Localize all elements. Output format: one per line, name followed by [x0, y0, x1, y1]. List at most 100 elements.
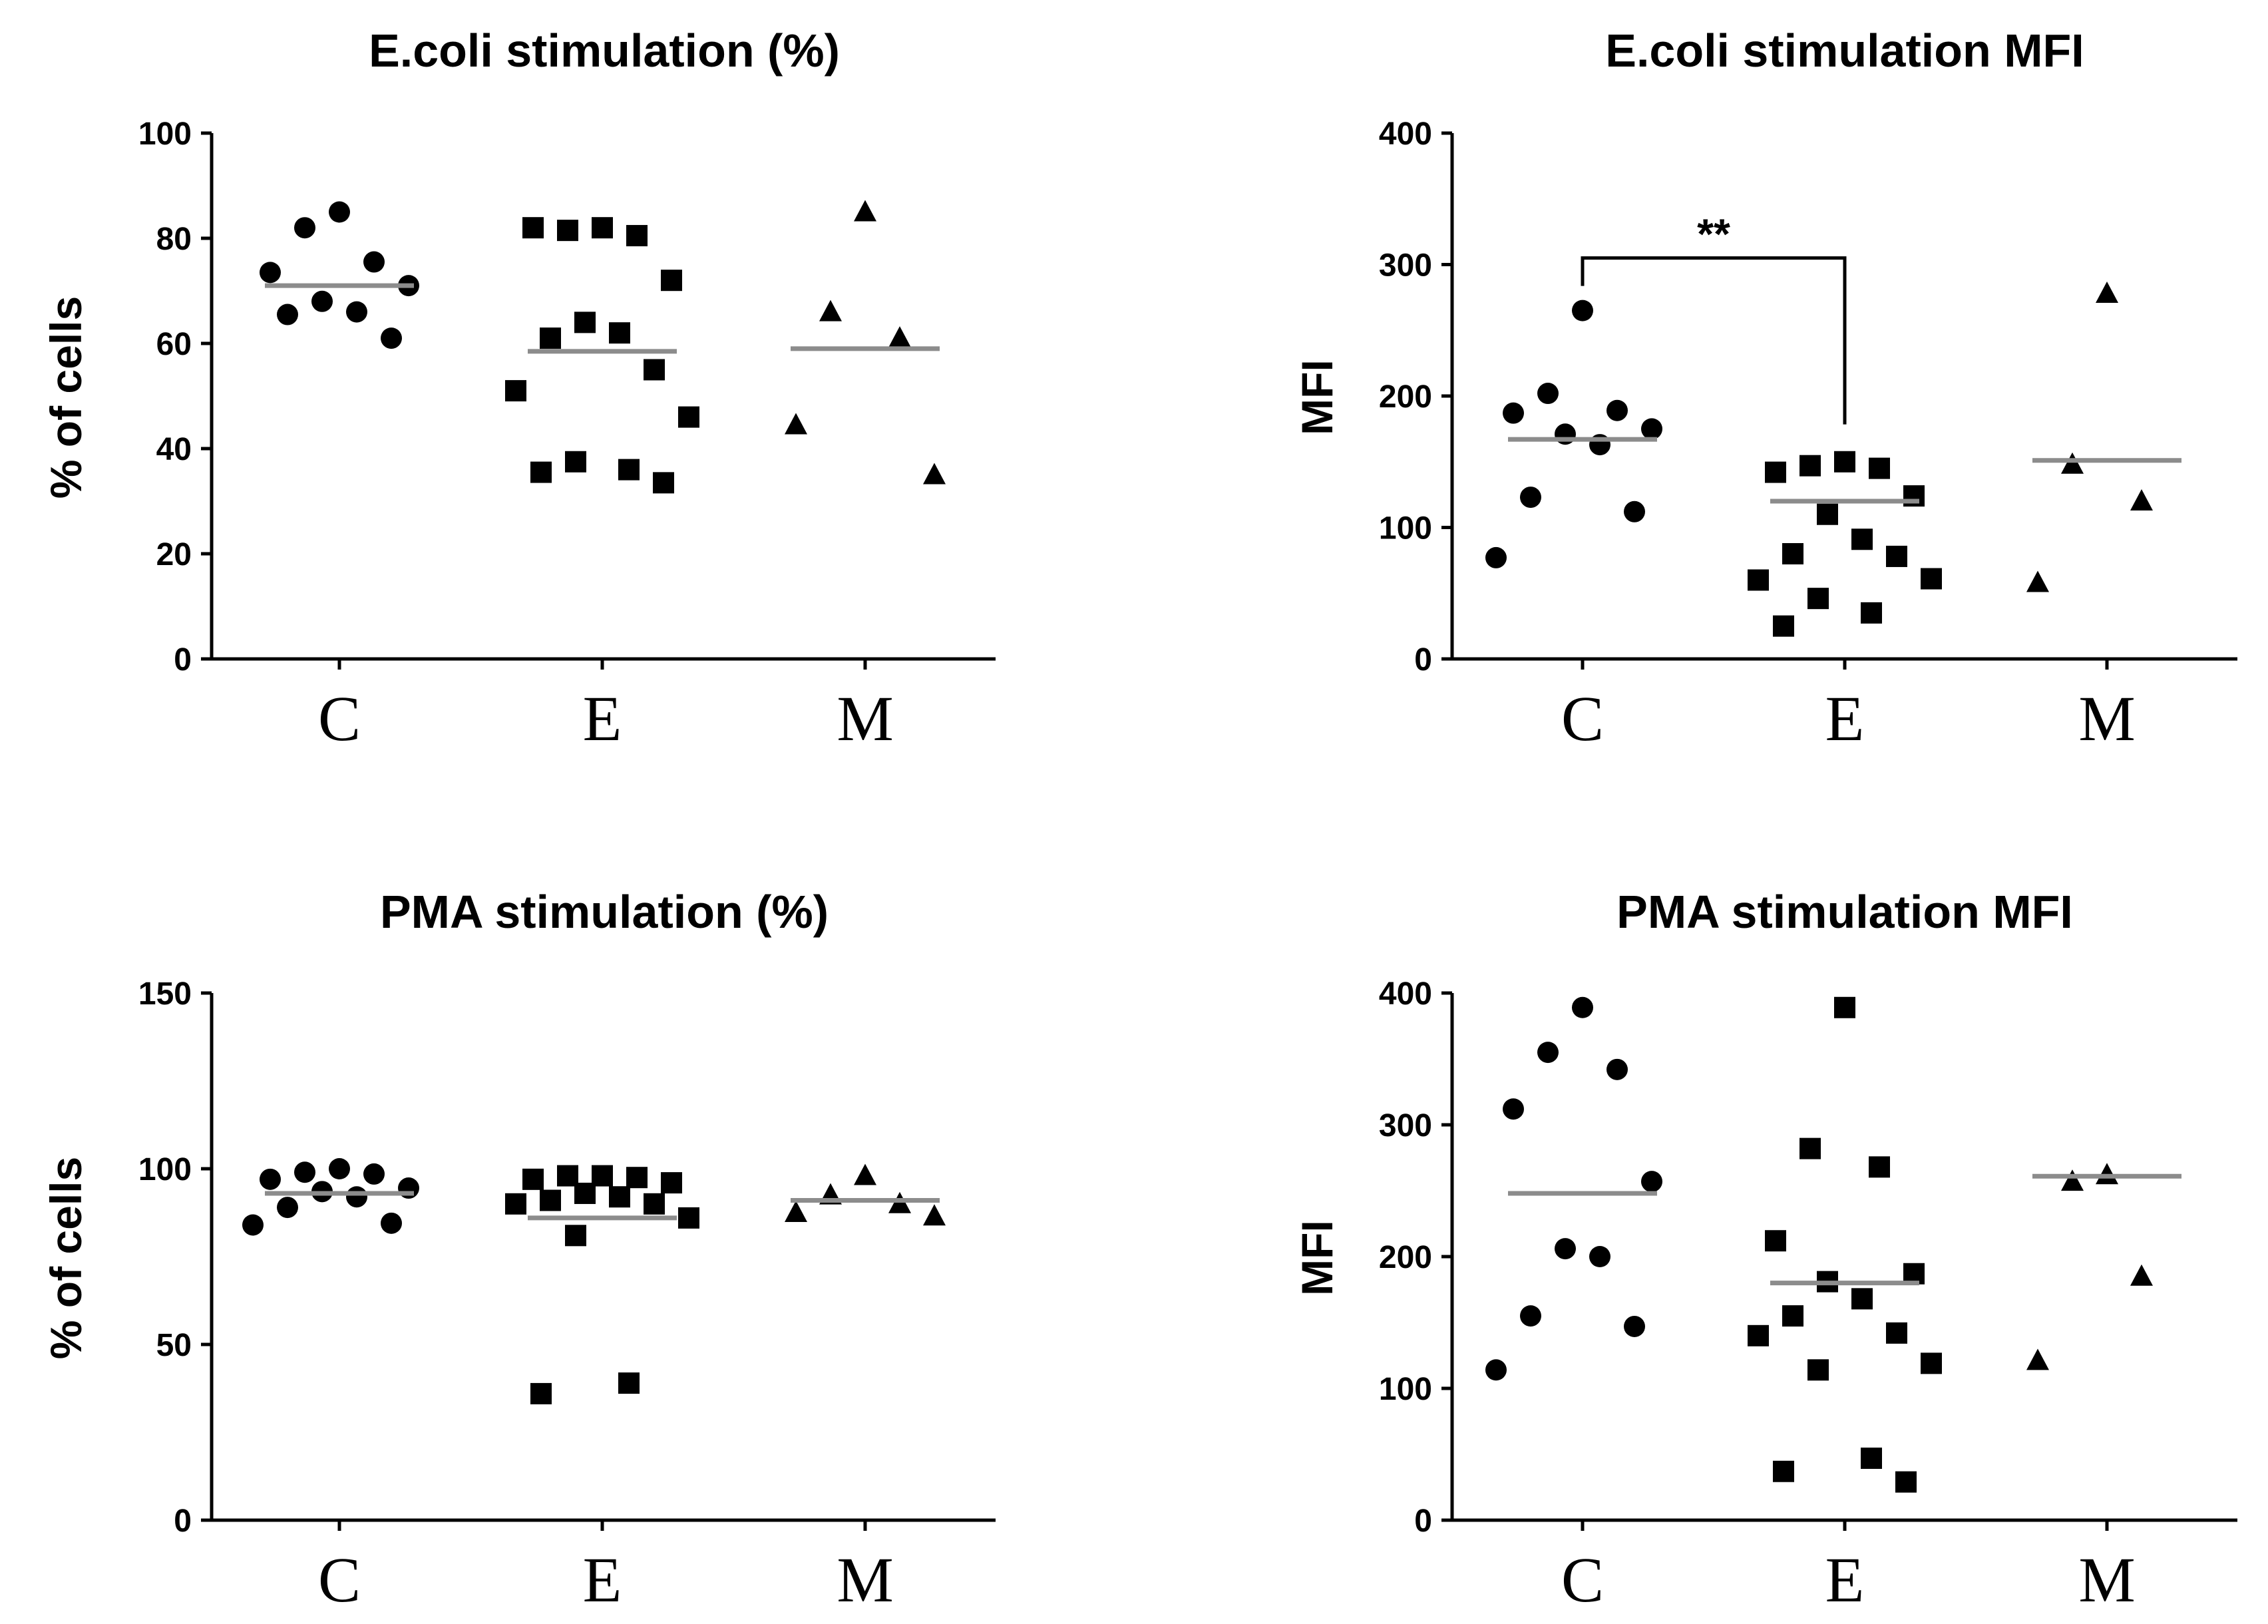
- y-tick-label: 0: [1414, 1504, 1432, 1539]
- y-tick-label: 400: [1379, 976, 1432, 1012]
- data-point-c: [1572, 300, 1593, 321]
- data-point-e: [1748, 1324, 1769, 1346]
- data-point-e: [661, 270, 682, 292]
- data-point-e: [1895, 1471, 1917, 1493]
- x-tick-label: E: [1825, 1544, 1865, 1615]
- data-point-m: [2026, 1348, 2049, 1370]
- data-point-m: [923, 1204, 946, 1226]
- y-tick-label: 300: [1379, 248, 1432, 284]
- data-point-e: [1861, 1447, 1882, 1469]
- data-point-e: [609, 1186, 630, 1208]
- x-tick-label: C: [318, 683, 361, 754]
- data-point-e: [1765, 461, 1786, 483]
- data-point-e: [1921, 568, 1942, 590]
- data-point-c: [1520, 487, 1541, 508]
- y-tick-label: 100: [1379, 511, 1432, 546]
- chart-title: PMA stimulation MFI: [1616, 886, 2073, 938]
- data-point-c: [242, 1214, 264, 1236]
- data-point-e: [540, 327, 561, 349]
- y-tick-label: 300: [1379, 1108, 1432, 1143]
- x-tick-label: E: [583, 1544, 622, 1615]
- data-point-c: [260, 262, 281, 284]
- y-tick-label: 60: [156, 327, 192, 362]
- data-point-c: [363, 251, 385, 273]
- data-point-e: [653, 472, 674, 494]
- data-point-c: [1485, 1359, 1507, 1381]
- data-point-c: [1520, 1305, 1541, 1327]
- data-point-c: [260, 1168, 281, 1190]
- data-point-e: [1834, 451, 1855, 473]
- data-point-e: [1782, 1305, 1803, 1327]
- data-point-e: [678, 406, 699, 428]
- data-point-e: [1851, 1288, 1873, 1310]
- data-point-e: [1748, 569, 1769, 591]
- data-point-e: [1869, 457, 1890, 479]
- data-point-e: [505, 380, 526, 402]
- data-point-c: [329, 201, 350, 223]
- data-point-m: [2061, 452, 2084, 474]
- data-point-e: [505, 1193, 526, 1215]
- y-tick-label: 0: [1414, 642, 1432, 678]
- y-axis-label: MFI: [1292, 359, 1342, 435]
- data-point-c: [1503, 1098, 1524, 1120]
- x-tick-label: C: [1561, 683, 1604, 754]
- y-tick-label: 80: [156, 222, 192, 257]
- y-tick-label: 100: [1379, 1372, 1432, 1407]
- data-point-m: [785, 413, 807, 435]
- data-point-c: [1555, 1238, 1576, 1260]
- data-point-c: [294, 1161, 315, 1183]
- data-point-e: [678, 1207, 699, 1229]
- data-point-c: [346, 301, 367, 323]
- data-point-c: [346, 1186, 367, 1208]
- data-point-e: [592, 217, 613, 239]
- data-point-e: [1851, 528, 1873, 550]
- data-point-c: [1624, 1315, 1645, 1337]
- data-point-c: [1624, 501, 1645, 522]
- y-tick-label: 100: [138, 1152, 192, 1187]
- data-point-c: [329, 1158, 350, 1179]
- data-point-e: [1765, 1230, 1786, 1252]
- data-point-e: [522, 1168, 544, 1190]
- data-point-e: [1773, 1460, 1794, 1482]
- data-point-c: [381, 327, 402, 349]
- x-tick-label: M: [837, 1544, 893, 1615]
- data-point-m: [854, 200, 876, 222]
- data-point-c: [381, 1212, 402, 1234]
- y-tick-label: 20: [156, 537, 192, 572]
- data-point-e: [574, 1182, 596, 1204]
- data-point-c: [1537, 383, 1559, 405]
- chart-title: PMA stimulation (%): [380, 886, 829, 938]
- data-point-c: [294, 217, 315, 239]
- data-point-m: [819, 300, 842, 321]
- data-point-e: [1861, 602, 1882, 624]
- y-tick-label: 100: [138, 116, 192, 152]
- y-tick-label: 0: [174, 642, 192, 678]
- data-point-e: [530, 1382, 552, 1404]
- data-point-c: [1606, 1058, 1628, 1080]
- chart-title: E.coli stimulation MFI: [1605, 25, 2084, 77]
- data-point-e: [1799, 1137, 1821, 1159]
- data-point-e: [1886, 1322, 1907, 1344]
- y-tick-label: 200: [1379, 1240, 1432, 1275]
- data-point-c: [363, 1163, 385, 1185]
- data-point-e: [1817, 503, 1838, 525]
- data-point-e: [557, 220, 578, 242]
- data-point-e: [626, 1167, 648, 1189]
- data-point-m: [2096, 281, 2118, 303]
- data-point-c: [1606, 399, 1628, 421]
- data-point-e: [618, 459, 640, 481]
- data-point-e: [1834, 996, 1855, 1018]
- data-point-e: [1799, 455, 1821, 477]
- x-tick-label: E: [583, 683, 622, 754]
- data-point-m: [854, 1163, 876, 1185]
- x-tick-label: C: [1561, 1544, 1604, 1615]
- data-point-e: [661, 1172, 682, 1194]
- x-tick-label: C: [318, 1544, 361, 1615]
- data-point-e: [574, 311, 596, 333]
- x-tick-label: M: [837, 683, 893, 754]
- y-tick-label: 400: [1379, 116, 1432, 152]
- x-tick-label: E: [1825, 683, 1865, 754]
- data-point-e: [565, 451, 586, 473]
- data-point-c: [1589, 1246, 1610, 1267]
